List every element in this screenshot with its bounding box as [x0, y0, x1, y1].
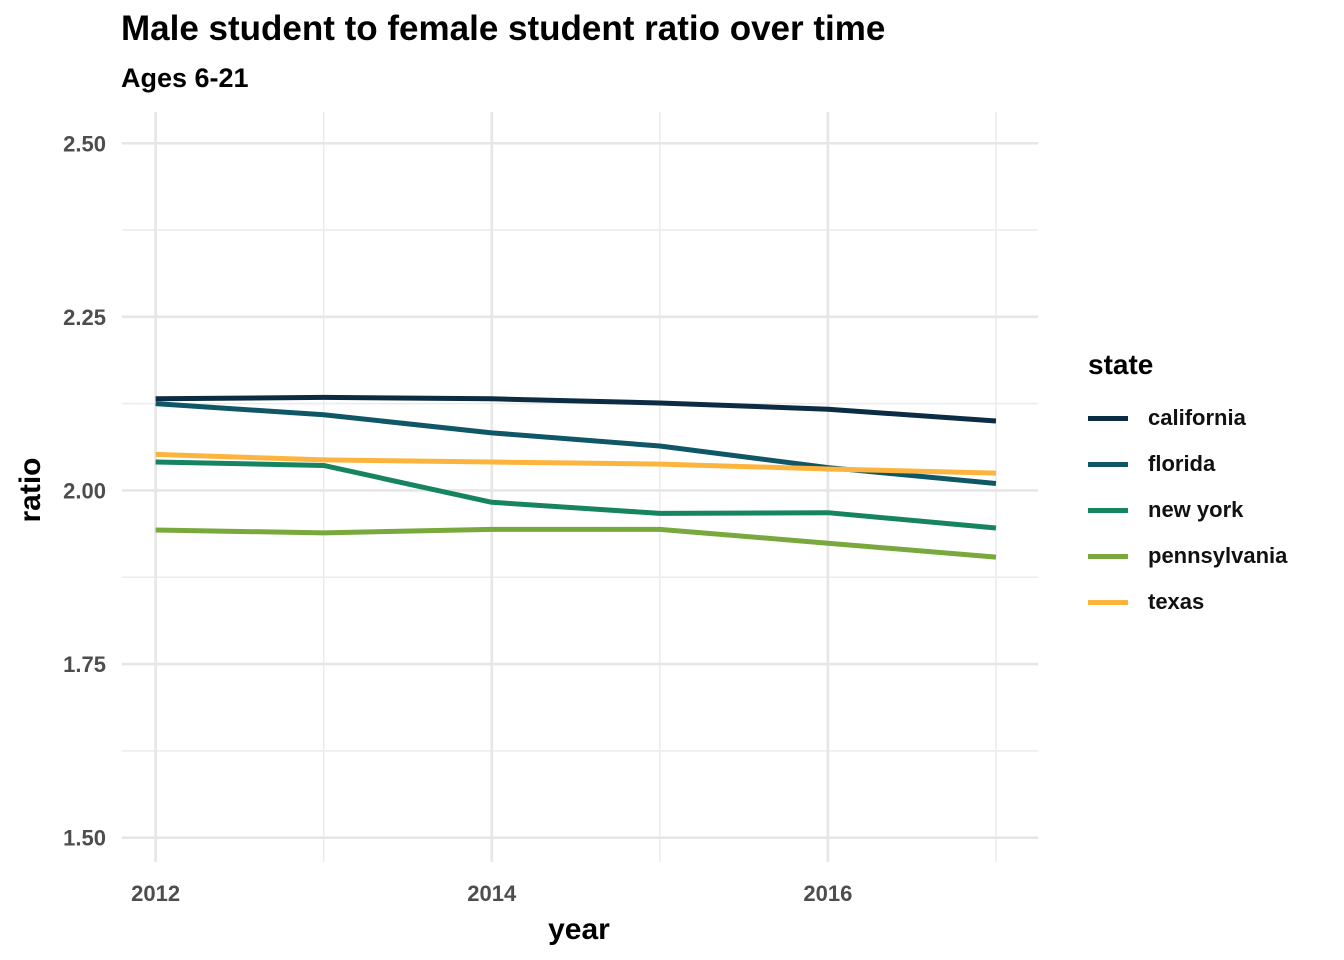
y-tick-label: 2.50	[63, 131, 106, 156]
legend-label: texas	[1148, 589, 1205, 614]
grid-lines	[122, 112, 1038, 862]
y-tick-label: 2.25	[63, 305, 106, 330]
series-line-california	[155, 394, 997, 424]
legend-item: new york	[1088, 487, 1287, 533]
legend-key	[1088, 553, 1128, 559]
x-tick-label: 2016	[803, 881, 852, 906]
legend-key	[1088, 415, 1128, 421]
y-tick-label: 2.00	[63, 478, 106, 503]
y-axis-label: ratio	[14, 457, 47, 522]
x-tick-label: 2014	[467, 881, 517, 906]
series-line-texas	[155, 451, 997, 476]
legend-key	[1088, 507, 1128, 513]
legend-label: pennsylvania	[1148, 543, 1288, 568]
chart-title: Male student to female student ratio ove…	[121, 9, 886, 48]
legend-label: new york	[1148, 497, 1244, 522]
legend-key	[1088, 599, 1128, 605]
y-tick-label: 1.50	[63, 826, 106, 851]
legend-item: california	[1088, 395, 1287, 441]
x-tick-label: 2012	[131, 881, 180, 906]
chart-subtitle: Ages 6-21	[121, 63, 249, 93]
legend: state california florida new york pennsylva…	[1088, 349, 1287, 625]
legend-title: state	[1088, 349, 1154, 380]
legend-item: florida	[1088, 441, 1287, 487]
legend-item: texas	[1088, 579, 1287, 625]
series-line-pennsylvania	[155, 526, 997, 560]
y-tick-label: 1.75	[63, 652, 106, 677]
legend-key	[1088, 461, 1128, 467]
legend-item: pennsylvania	[1088, 533, 1287, 579]
series-line-new-york	[155, 459, 997, 531]
legend-label: california	[1148, 405, 1246, 430]
series-lines	[155, 394, 997, 560]
x-axis-label: year	[548, 913, 610, 946]
tick-labels: 1.50 1.75 2.00 2.25 2.50 2012 2014 2016	[63, 131, 852, 906]
legend-label: florida	[1148, 451, 1216, 476]
